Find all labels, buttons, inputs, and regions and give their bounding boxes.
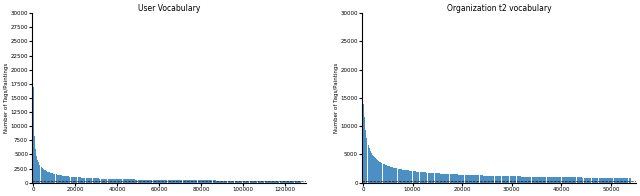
Title: Organization t2 vocabulary: Organization t2 vocabulary <box>447 4 551 13</box>
Title: User Vocabulary: User Vocabulary <box>138 4 200 13</box>
Y-axis label: Number of Tags/Paintings: Number of Tags/Paintings <box>334 63 339 133</box>
Y-axis label: Number of Tags/Paintings: Number of Tags/Paintings <box>4 63 9 133</box>
